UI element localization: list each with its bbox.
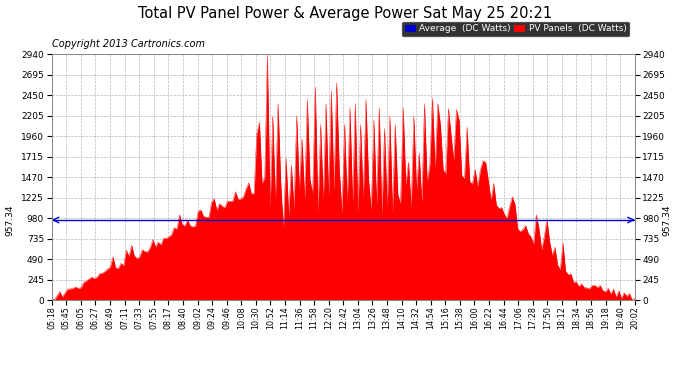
Text: Copyright 2013 Cartronics.com: Copyright 2013 Cartronics.com bbox=[52, 39, 205, 50]
Text: 957.34: 957.34 bbox=[662, 204, 671, 236]
Text: Total PV Panel Power & Average Power Sat May 25 20:21: Total PV Panel Power & Average Power Sat… bbox=[138, 6, 552, 21]
Legend: Average  (DC Watts), PV Panels  (DC Watts): Average (DC Watts), PV Panels (DC Watts) bbox=[401, 21, 630, 37]
Text: 957.34: 957.34 bbox=[6, 204, 14, 236]
